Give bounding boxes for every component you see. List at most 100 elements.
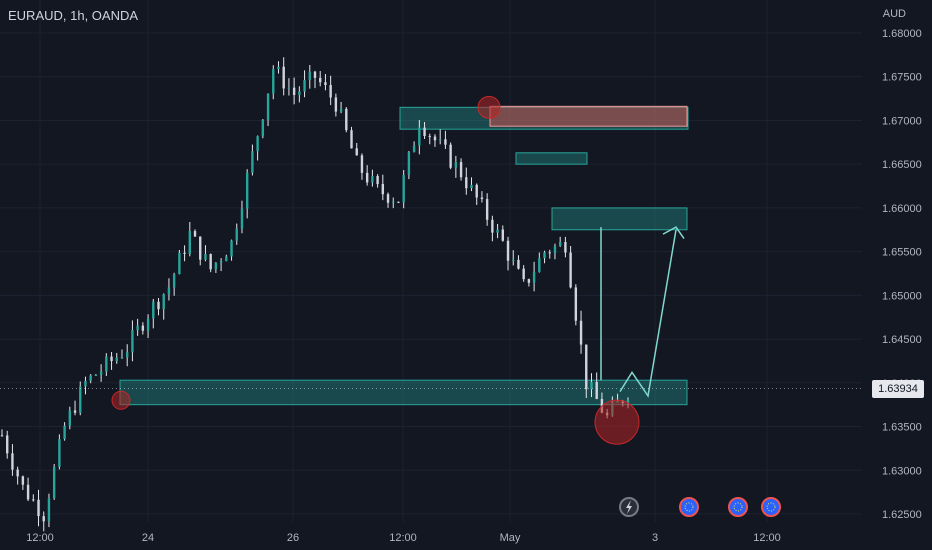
y-tick-label: 1.66500: [882, 159, 922, 171]
candle-body: [230, 240, 233, 257]
candle-body: [454, 162, 458, 168]
x-tick-label: 3: [652, 532, 658, 544]
y-tick-label: 1.63500: [882, 422, 922, 434]
candle-body: [626, 400, 630, 404]
candle-body: [42, 516, 45, 522]
candle-body: [590, 382, 593, 390]
currency-label: AUD: [882, 8, 906, 20]
candle-body: [16, 469, 19, 477]
x-tick-label: 12:00: [26, 532, 54, 544]
candle-body: [204, 254, 207, 260]
candle-body: [47, 498, 51, 522]
candle-body: [256, 136, 259, 152]
candle-body: [564, 241, 567, 253]
candle-body: [433, 136, 437, 141]
demand-zone: [551, 207, 688, 231]
candle-body: [527, 279, 531, 283]
candle-body: [178, 252, 181, 275]
candle-body: [292, 87, 296, 96]
y-tick-label: 1.67500: [882, 72, 922, 84]
candle-body: [0, 435, 4, 437]
candle-body: [136, 325, 139, 331]
candle-body: [277, 66, 280, 70]
candle-body: [569, 252, 572, 288]
candle-body: [11, 453, 14, 470]
candle-body: [73, 410, 77, 413]
candle-body: [183, 252, 186, 254]
candle-body: [287, 87, 291, 89]
candle-body: [548, 252, 551, 254]
supply-zone: [399, 106, 689, 130]
candle-body: [131, 330, 134, 353]
symbol-label: EURAUD, 1h, OANDA: [8, 8, 139, 23]
candle-body: [63, 425, 66, 440]
candle-body: [365, 172, 369, 183]
candle-body: [162, 294, 165, 310]
candle-body: [532, 272, 536, 283]
candle-body: [355, 148, 358, 156]
time-axis[interactable]: 12:00 24 26 12:00 May 3 12:00: [26, 532, 781, 544]
australia-flag-icon: [728, 497, 748, 517]
candle-body: [449, 144, 452, 168]
eu-flag-icon: [679, 497, 699, 517]
x-tick-label: 24: [142, 532, 154, 544]
candle-body: [21, 476, 25, 485]
candle-body: [152, 301, 155, 319]
candle-body: [52, 466, 56, 499]
lightning-icon: [619, 497, 639, 517]
candle-body: [188, 231, 191, 254]
candle-body: [522, 268, 525, 280]
candle-body: [386, 194, 390, 203]
y-tick-label: 1.66000: [882, 203, 922, 215]
candle-body: [251, 151, 254, 173]
flag-stars: [766, 502, 776, 512]
candle-body: [235, 228, 238, 241]
candle-body: [89, 375, 92, 381]
candle-body: [381, 184, 385, 195]
candle-body: [193, 231, 197, 237]
candle-body: [324, 82, 327, 86]
event-markers: [619, 497, 781, 517]
candle-body: [412, 145, 416, 153]
candle-body: [94, 375, 98, 377]
y-tick-label: 1.65500: [882, 247, 922, 259]
candle-body: [240, 208, 244, 229]
candle-body: [517, 259, 520, 269]
candle-body: [407, 152, 411, 175]
candle-body: [6, 435, 9, 454]
candle-body: [172, 274, 176, 288]
candle-body: [574, 287, 578, 321]
candle-body: [585, 344, 588, 390]
candle-body: [225, 256, 228, 262]
candle-body: [538, 258, 541, 273]
candle-body: [209, 254, 212, 270]
candle-body: [512, 259, 515, 261]
y-tick-label: 1.63000: [882, 465, 922, 477]
candle-body: [423, 127, 426, 137]
candle-body: [595, 382, 598, 399]
candle-body: [345, 108, 348, 131]
candle-body: [58, 439, 61, 467]
candle-body: [266, 93, 270, 120]
y-tick-label: 1.68000: [882, 28, 922, 40]
lightning-glyph: [626, 500, 632, 514]
eu-flag-icon: [761, 497, 781, 517]
candle-body: [371, 176, 374, 183]
arrow-head-icon: [662, 226, 685, 239]
x-tick-label: 12:00: [753, 532, 781, 544]
candle-body: [480, 197, 484, 200]
demand-zone: [515, 152, 588, 165]
marker-circle: [594, 399, 640, 445]
y-tick-label: 1.67000: [882, 115, 922, 127]
candle-body: [146, 318, 150, 331]
candle-body: [439, 139, 442, 141]
candle-body: [105, 356, 108, 372]
candle-body: [282, 66, 285, 89]
candle-body: [115, 357, 118, 362]
flag-stars: [684, 502, 694, 512]
candle-body: [360, 155, 364, 173]
y-tick-label: 1.65000: [882, 290, 922, 302]
candle-body: [303, 79, 306, 92]
